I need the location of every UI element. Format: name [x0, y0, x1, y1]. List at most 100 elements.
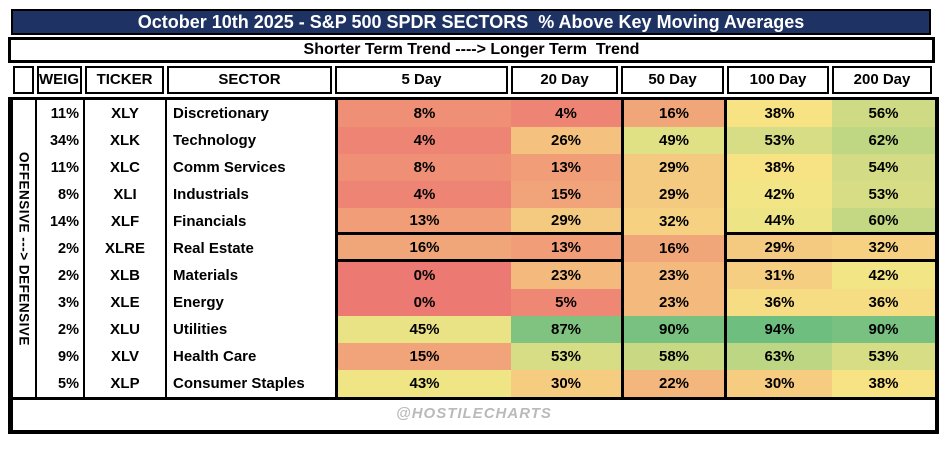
- heatmap-cell: 53%: [832, 181, 935, 208]
- heatmap-cell: 15%: [511, 181, 621, 208]
- sector-cell: Consumer Staples: [173, 375, 305, 392]
- weight-cell: 8%: [37, 181, 85, 208]
- heatmap-cell: 29%: [511, 208, 621, 235]
- heatmap-cell: 15%: [335, 343, 511, 370]
- heatmap-cell: 42%: [727, 181, 832, 208]
- heatmap-cell: 53%: [511, 343, 621, 370]
- ticker-cell: XLI: [85, 181, 167, 208]
- weight-cell: 2%: [37, 235, 85, 262]
- heatmap-cell: 44%: [727, 208, 832, 235]
- weight-cell: 2%: [37, 316, 85, 343]
- weight-cell: 11%: [37, 100, 85, 127]
- weight-cell: 5%: [37, 370, 85, 397]
- heatmap-cell: 26%: [511, 127, 621, 154]
- heatmap-cell: 42%: [832, 262, 935, 289]
- heatmap-cell: 23%: [621, 289, 727, 316]
- watermark: @HOSTILECHARTS: [13, 397, 935, 430]
- column-header-weight: WEIGHT: [37, 66, 82, 94]
- weight-cell: 9%: [37, 343, 85, 370]
- sector-cell: Industrials: [173, 186, 249, 203]
- sector-cell: Comm Services: [173, 159, 286, 176]
- weight-cell: 14%: [37, 208, 85, 235]
- heatmap-cell: 29%: [727, 235, 832, 262]
- column-header-20day: 20 Day: [511, 66, 618, 94]
- ticker-cell: XLY: [85, 100, 167, 127]
- heatmap-cell: 63%: [727, 343, 832, 370]
- heatmap-cell: 45%: [335, 316, 511, 343]
- ticker-cell: XLU: [85, 316, 167, 343]
- heatmap-cell: 4%: [511, 100, 621, 127]
- column-header-5day: 5 Day: [335, 66, 508, 94]
- heatmap-cell: 56%: [832, 100, 935, 127]
- heatmap-cell: 94%: [727, 316, 832, 343]
- heatmap-cell: 29%: [621, 154, 727, 181]
- heatmap-cell: 13%: [511, 235, 621, 262]
- heatmap-cell: 54%: [832, 154, 935, 181]
- title-bar: October 10th 2025 - S&P 500 SPDR SECTORS…: [11, 9, 931, 35]
- sector-cell: Technology: [173, 132, 257, 149]
- heatmap-cell: 29%: [621, 181, 727, 208]
- ticker-cell: XLC: [85, 154, 167, 181]
- sector-cell: Health Care: [173, 348, 257, 365]
- header-row: WEIGHT TICKER SECTOR 5 Day 20 Day 50 Day…: [8, 66, 935, 94]
- heatmap-cell: 43%: [335, 370, 511, 397]
- heatmap-cell: 58%: [621, 343, 727, 370]
- heatmap-cell: 22%: [621, 370, 727, 397]
- heatmap-cell: 49%: [621, 127, 727, 154]
- heatmap-cell: 62%: [832, 127, 935, 154]
- column-header-side: [13, 66, 34, 94]
- heatmap-cell: 31%: [727, 262, 832, 289]
- heatmap-cell: 13%: [335, 208, 511, 235]
- heatmap-cell: 23%: [621, 262, 727, 289]
- column-header-200day: 200 Day: [832, 66, 932, 94]
- ticker-cell: XLB: [85, 262, 167, 289]
- column-header-100day: 100 Day: [727, 66, 829, 94]
- sector-cell: Materials: [173, 267, 239, 284]
- subtitle-bar: Shorter Term Trend ----> Longer Term Tre…: [8, 37, 935, 63]
- ticker-cell: XLRE: [85, 235, 167, 262]
- header-spacer: [8, 66, 13, 94]
- heatmap-cell: 13%: [511, 154, 621, 181]
- heatmap-cell: 87%: [511, 316, 621, 343]
- column-header-ticker: TICKER: [85, 66, 164, 94]
- column-header-50day: 50 Day: [621, 66, 724, 94]
- heatmap-cell: 38%: [727, 154, 832, 181]
- heatmap-cell: 53%: [727, 127, 832, 154]
- sector-cell: Discretionary: [173, 105, 269, 122]
- sector-cell: Real Estate: [173, 240, 254, 257]
- heatmap-cell: 32%: [832, 235, 935, 262]
- heatmap-cell: 0%: [335, 289, 511, 316]
- weight-cell: 3%: [37, 289, 85, 316]
- sector-cell: Utilities: [173, 321, 228, 338]
- heatmap-cell: 4%: [335, 181, 511, 208]
- heatmap-cell: 90%: [621, 316, 727, 343]
- weight-cell: 2%: [37, 262, 85, 289]
- heatmap-frame: OFFENSIVE ---> DEFENSIVE 11% XLY Discretio…: [8, 97, 939, 434]
- heatmap-cell: 8%: [335, 100, 511, 127]
- heatmap-cell: 16%: [621, 235, 727, 262]
- weight-cell: 11%: [37, 154, 85, 181]
- ticker-cell: XLP: [85, 370, 167, 397]
- heatmap-cell: 60%: [832, 208, 935, 235]
- heatmap-cell: 38%: [727, 100, 832, 127]
- column-header-sector: SECTOR: [167, 66, 332, 94]
- heatmap-cell: 30%: [727, 370, 832, 397]
- side-label: OFFENSIVE ---> DEFENSIVE: [13, 100, 37, 397]
- heatmap-cell: 90%: [832, 316, 935, 343]
- ticker-cell: XLK: [85, 127, 167, 154]
- ticker-cell: XLE: [85, 289, 167, 316]
- heatmap-cell: 4%: [335, 127, 511, 154]
- heatmap-cell: 53%: [832, 343, 935, 370]
- heatmap-cell: 30%: [511, 370, 621, 397]
- sector-cell: Energy: [173, 294, 224, 311]
- heatmap-cell: 16%: [335, 235, 511, 262]
- sector-cell: Financials: [173, 213, 247, 230]
- heatmap-cell: 36%: [832, 289, 935, 316]
- heatmap-cell: 0%: [335, 262, 511, 289]
- ticker-cell: XLV: [85, 343, 167, 370]
- heatmap-grid: OFFENSIVE ---> DEFENSIVE 11% XLY Discretio…: [13, 100, 935, 397]
- heatmap-cell: 5%: [511, 289, 621, 316]
- weight-cell: 34%: [37, 127, 85, 154]
- heatmap-cell: 38%: [832, 370, 935, 397]
